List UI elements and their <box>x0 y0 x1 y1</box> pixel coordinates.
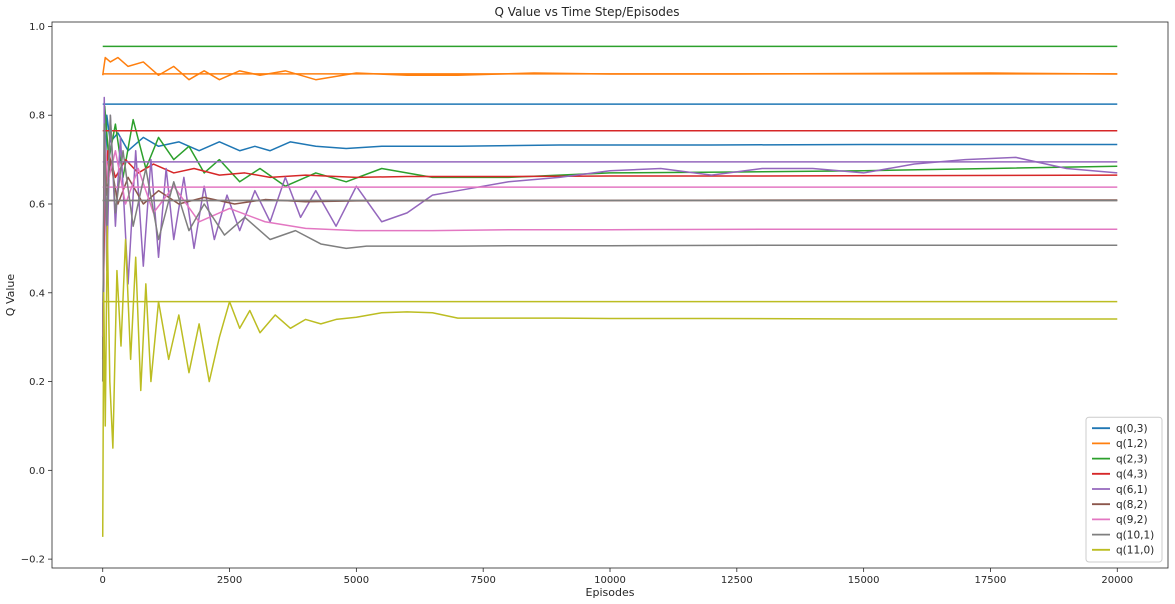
legend-entry: q(11,0) <box>1116 545 1154 557</box>
y-tick-label: 0.4 <box>29 288 45 299</box>
legend-entry: q(9,2) <box>1116 514 1148 526</box>
x-axis: 0 2500 5000 7500 10000 12500 15000 17500 20000 <box>100 568 1133 586</box>
series-line-q-11-0 <box>101 225 1118 537</box>
series-line-q-6-1 <box>101 96 1118 382</box>
series-layer <box>101 45 1118 537</box>
x-tick-label: 5000 <box>344 575 369 586</box>
y-tick-label: 0.6 <box>29 200 45 211</box>
x-tick-label: 2500 <box>217 575 242 586</box>
x-tick-label: 12500 <box>721 575 753 586</box>
legend: q(0,3) q(1,2) q(2,3) q(4,3) q(6,1) q(8,2) q(9,… <box>1085 416 1163 563</box>
legend-box <box>1085 416 1163 563</box>
series-line-q-10-1 <box>101 114 1118 382</box>
x-tick-label: 17500 <box>975 575 1007 586</box>
legend-entry: q(10,1) <box>1116 529 1154 541</box>
x-axis-label: Episodes <box>586 586 635 599</box>
legend-entry: q(2,3) <box>1116 453 1148 465</box>
plot-area <box>51 21 1169 569</box>
y-tick-label: 1.0 <box>29 22 45 33</box>
y-axis-label: Q Value <box>4 274 17 317</box>
y-tick-label: 0.8 <box>29 111 45 122</box>
legend-entry: q(1,2) <box>1116 438 1148 450</box>
series-line-q-9-2 <box>101 136 1118 338</box>
chart-title: Q Value vs Time Step/Episodes <box>494 5 679 19</box>
legend-entry: q(4,3) <box>1116 469 1148 481</box>
x-tick-label: 10000 <box>594 575 626 586</box>
legend-entry: q(0,3) <box>1116 423 1148 435</box>
series-line-q-4-3 <box>101 149 1118 338</box>
y-axis: −0.2 0.0 0.2 0.4 0.6 0.8 1.0 <box>21 22 52 566</box>
x-tick-label: 15000 <box>848 575 880 586</box>
legend-entry: q(8,2) <box>1116 499 1148 511</box>
x-tick-label: 7500 <box>470 575 495 586</box>
y-tick-label: 0.2 <box>29 377 45 388</box>
series-line-q-1-2 <box>101 56 1118 81</box>
x-tick-label: 20000 <box>1101 575 1133 586</box>
x-tick-label: 0 <box>100 575 106 586</box>
y-tick-label: 0.0 <box>29 466 45 477</box>
y-tick-label: −0.2 <box>21 555 45 566</box>
legend-entry: q(6,1) <box>1116 484 1148 496</box>
